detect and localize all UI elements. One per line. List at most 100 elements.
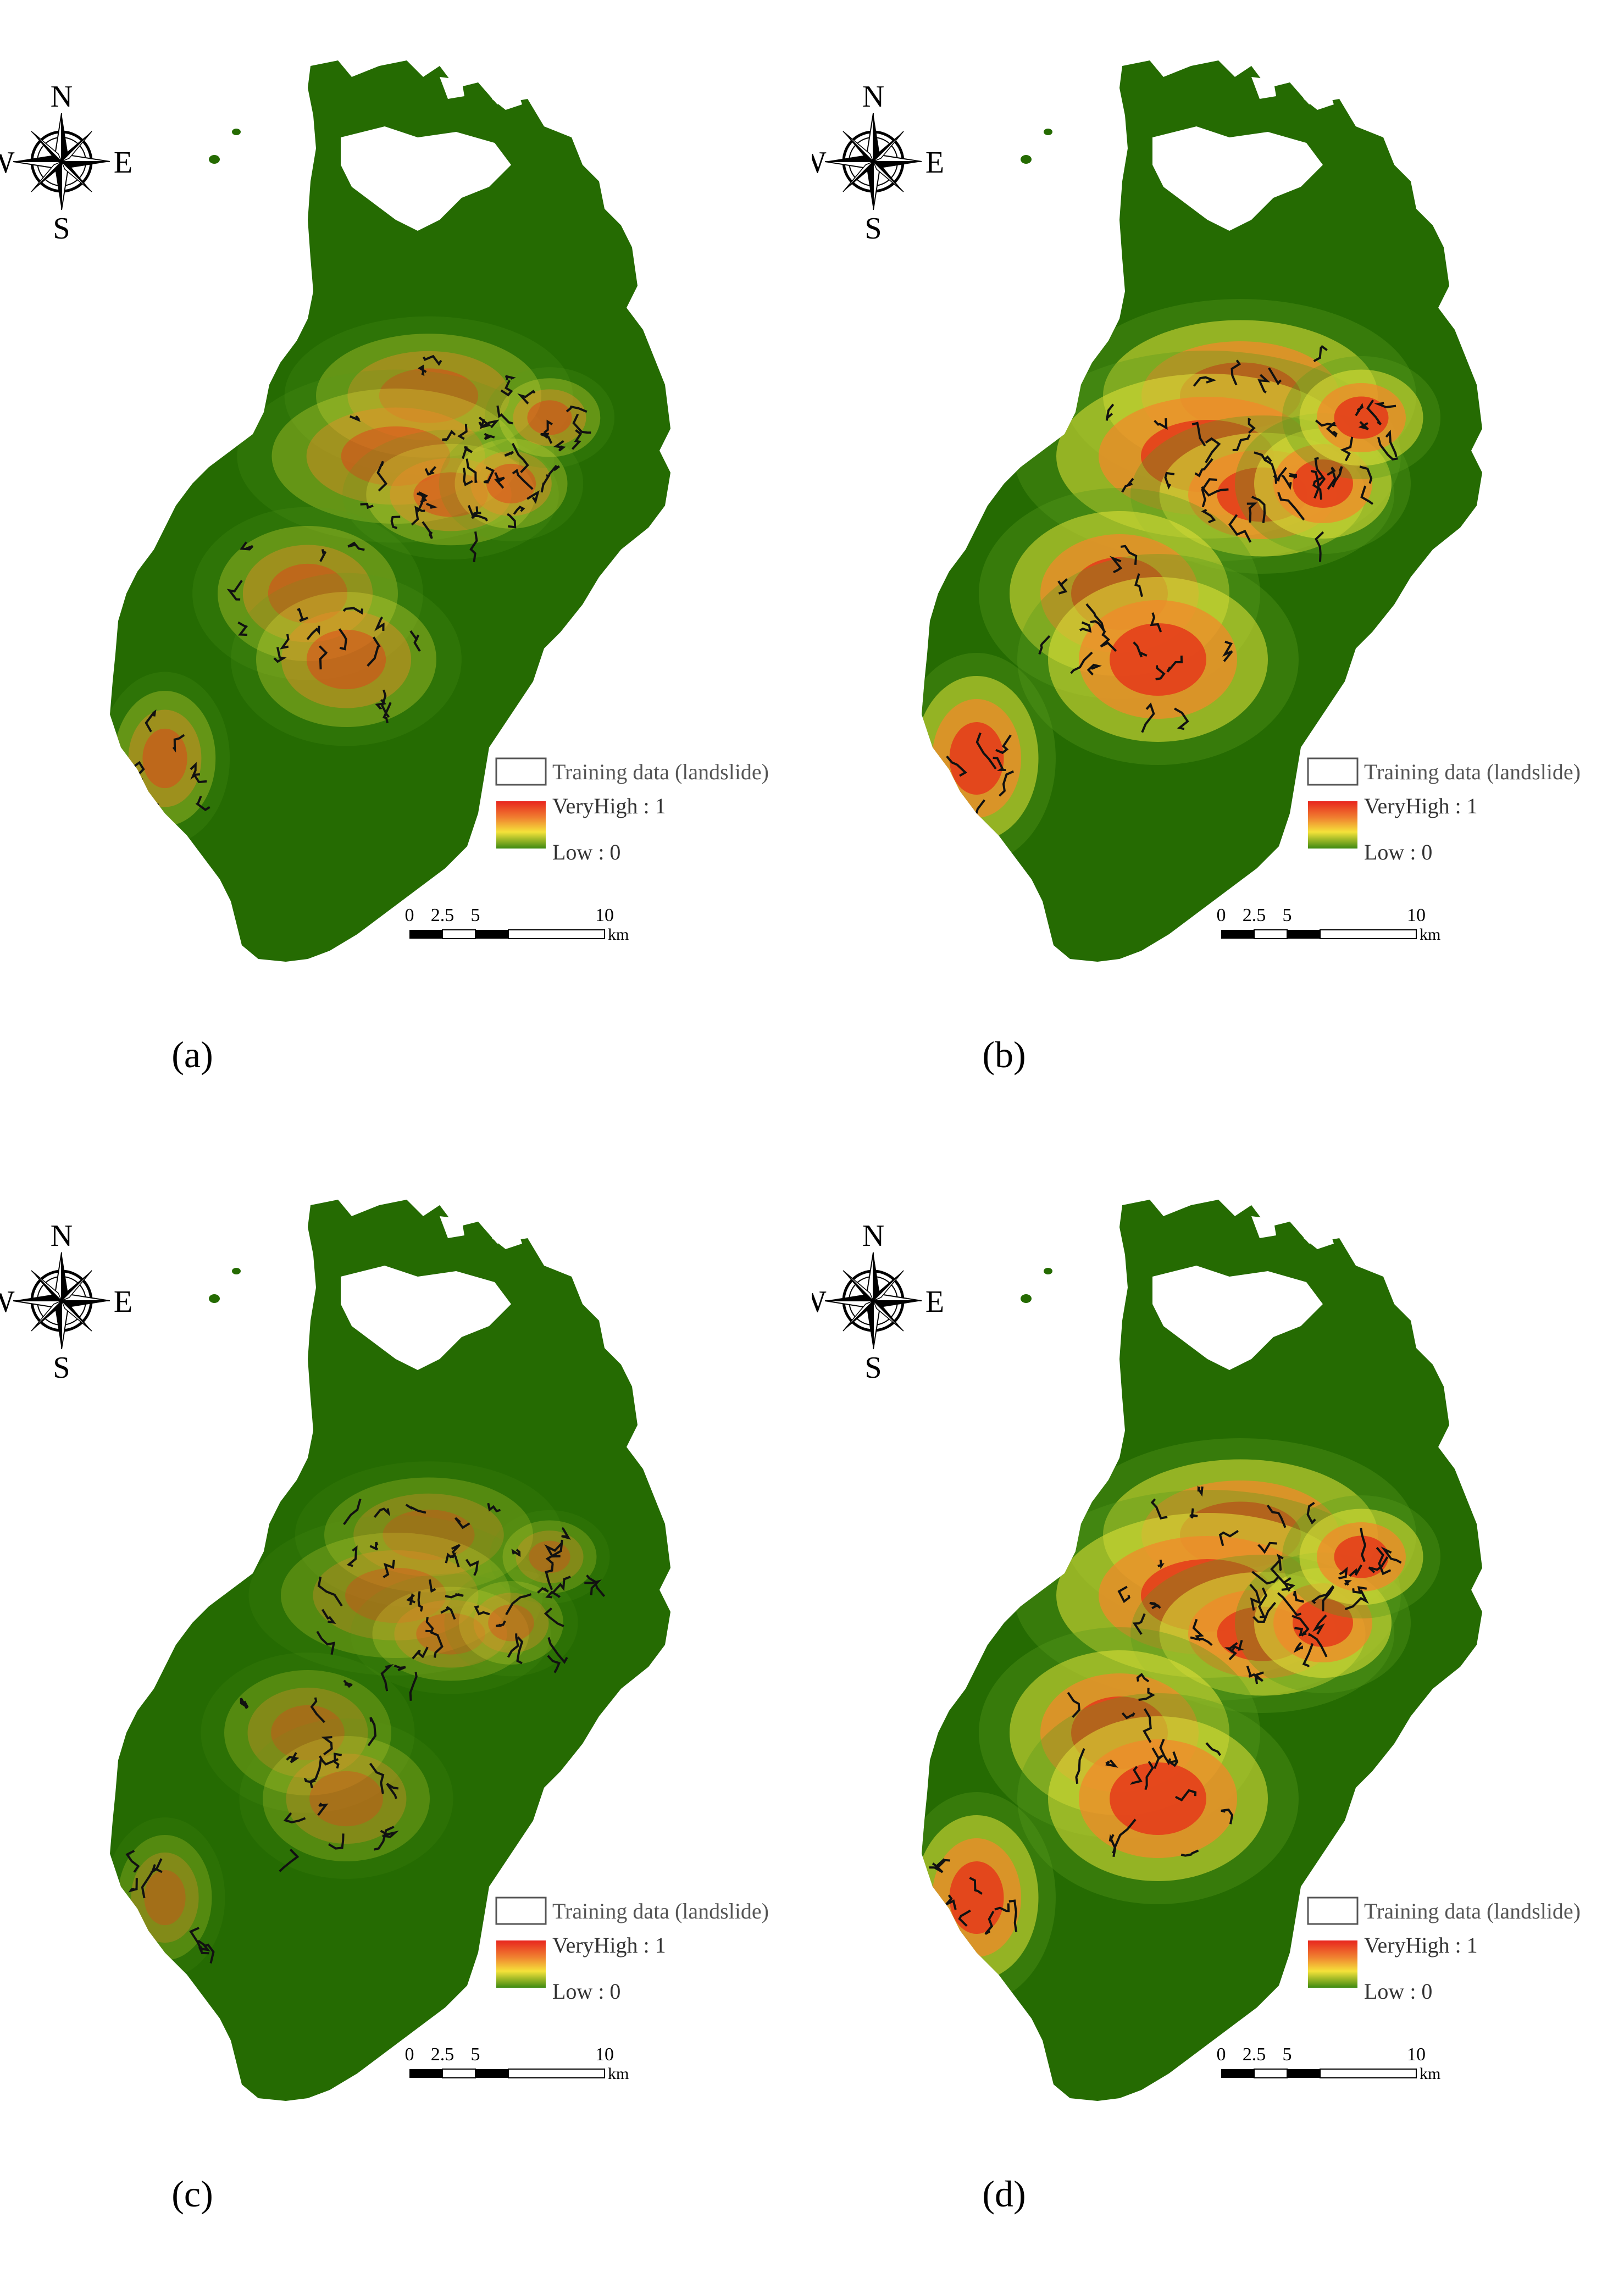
no-data-area bbox=[492, 82, 522, 110]
landslide-polygon bbox=[537, 1587, 549, 1594]
landslide-polygon bbox=[1308, 1632, 1328, 1657]
landslide-polygon bbox=[1359, 465, 1373, 484]
landslide-polygon bbox=[511, 1549, 521, 1557]
study-area bbox=[922, 60, 1482, 962]
landslide-polygon bbox=[405, 1504, 426, 1514]
scale-bar: 0 2.5 5 10 km bbox=[405, 2044, 629, 2083]
susceptibility-layer bbox=[922, 1438, 1440, 2003]
scale-tick-0: 0 bbox=[405, 2044, 414, 2065]
landslide-polygon bbox=[1201, 478, 1217, 508]
landslide-polygon bbox=[1230, 1639, 1244, 1653]
landslide-polygon bbox=[382, 702, 392, 724]
study-area bbox=[110, 1200, 670, 2101]
susceptibility-zone bbox=[1334, 396, 1389, 439]
landslide-polygon bbox=[545, 1590, 561, 1599]
landslide-polygon bbox=[342, 607, 363, 615]
susceptibility-zone bbox=[271, 389, 520, 524]
landslide-polygon bbox=[412, 1646, 429, 1660]
landslide-polygon bbox=[1154, 418, 1168, 430]
landslide-polygon bbox=[993, 756, 1006, 771]
island bbox=[1021, 1268, 1052, 1303]
no-data-area bbox=[1152, 77, 1334, 231]
scale-tick-2-5: 2.5 bbox=[431, 2044, 455, 2065]
compass-east-label: E bbox=[114, 146, 132, 180]
legend-high-label: VeryHigh : 1 bbox=[1364, 1933, 1478, 1958]
landslide-polygon bbox=[507, 1633, 519, 1658]
landslide-polygon bbox=[1338, 1566, 1348, 1580]
landslide-polygon bbox=[1310, 470, 1320, 499]
no-data-area bbox=[1251, 1216, 1276, 1238]
landslide-polygon bbox=[505, 375, 516, 380]
map-panel-a: N S E W Training data (landslide) VeryHi… bbox=[0, 0, 812, 1139]
susceptibility-zone bbox=[416, 1613, 485, 1655]
landslide-polygon bbox=[1166, 655, 1183, 673]
landslide-polygon bbox=[346, 1545, 358, 1567]
landslide-polygon bbox=[496, 1620, 506, 1627]
landslide-polygon bbox=[474, 1605, 490, 1616]
compass-north-label: N bbox=[862, 80, 884, 114]
landslide-polygon bbox=[1194, 458, 1213, 478]
landslide-polygon bbox=[547, 1637, 568, 1664]
landslide-polygon bbox=[425, 1617, 434, 1633]
landslide-polygon bbox=[409, 630, 421, 652]
susceptibility-layer bbox=[922, 299, 1440, 864]
landslide-polygon bbox=[975, 732, 997, 770]
landslide-polygon bbox=[429, 1631, 444, 1658]
legend-low-label: Low : 0 bbox=[552, 1979, 620, 2004]
susceptibility-zone bbox=[128, 709, 202, 807]
landslide-polygon bbox=[1134, 573, 1143, 597]
susceptibility-zone bbox=[353, 1493, 504, 1577]
landslide-polygon bbox=[1192, 1618, 1204, 1642]
landslide-polygon bbox=[571, 429, 583, 450]
island bbox=[1021, 129, 1052, 164]
landslide-polygon bbox=[1121, 1712, 1135, 1720]
susceptibility-zone bbox=[1110, 623, 1206, 696]
susceptibility-zone bbox=[1110, 1762, 1206, 1835]
landslide-polygon bbox=[1277, 491, 1305, 521]
landslide-polygon bbox=[1189, 1508, 1198, 1519]
landslide-polygon bbox=[949, 1925, 959, 1942]
island bbox=[1021, 1294, 1032, 1303]
scale-tick-10: 10 bbox=[595, 905, 614, 925]
landslide-polygon bbox=[411, 506, 425, 526]
susceptibility-zone bbox=[281, 611, 412, 708]
landslide-polygon bbox=[1067, 1692, 1080, 1718]
landslide-polygon bbox=[1221, 1808, 1234, 1825]
landslide-polygon bbox=[375, 698, 386, 709]
susceptibility-map: N S E W Training data (landslide) VeryHi… bbox=[0, 60, 769, 962]
susceptibility-layer bbox=[110, 316, 615, 845]
landslide-polygon bbox=[1218, 1530, 1239, 1546]
no-data-area bbox=[1152, 1216, 1334, 1370]
island bbox=[209, 129, 241, 164]
susceptibility-zone bbox=[459, 1581, 563, 1665]
landslide-polygon bbox=[321, 1735, 333, 1756]
landslide-polygon bbox=[1167, 1751, 1179, 1767]
no-data-area bbox=[341, 1216, 522, 1370]
legend: Training data (landslide) VeryHigh : 1 L… bbox=[1307, 757, 1581, 864]
susceptibility-zone bbox=[324, 1477, 533, 1593]
landslide-polygon bbox=[1349, 1564, 1362, 1577]
north-arrow-compass-icon: N S E W bbox=[812, 1219, 944, 1385]
landslide-polygon bbox=[1085, 603, 1105, 632]
island bbox=[209, 155, 220, 164]
landslide-polygon bbox=[130, 795, 138, 816]
landslide-polygon bbox=[1322, 1586, 1335, 1612]
island bbox=[232, 129, 241, 135]
study-area bbox=[922, 1200, 1482, 2101]
susceptibility-zone bbox=[470, 451, 552, 517]
landslide-polygon bbox=[1314, 457, 1326, 486]
susceptibility-zone bbox=[949, 722, 1004, 795]
susceptibility-zone bbox=[347, 351, 510, 441]
landslide-polygon bbox=[146, 802, 159, 819]
landslide-polygon bbox=[1248, 418, 1256, 434]
north-arrow-compass-icon: N S E W bbox=[812, 80, 944, 246]
landslide-polygon bbox=[390, 515, 401, 529]
study-area bbox=[110, 60, 670, 962]
landslide-polygon bbox=[939, 807, 951, 818]
landslide-polygon bbox=[1251, 496, 1266, 524]
landslide-polygon bbox=[1377, 437, 1398, 461]
north-arrow-compass-icon: N S E W bbox=[0, 1219, 132, 1385]
landslide-polygon bbox=[409, 1672, 418, 1701]
landslide-polygon bbox=[1281, 1582, 1296, 1592]
caption-c: (c) bbox=[171, 2173, 213, 2215]
